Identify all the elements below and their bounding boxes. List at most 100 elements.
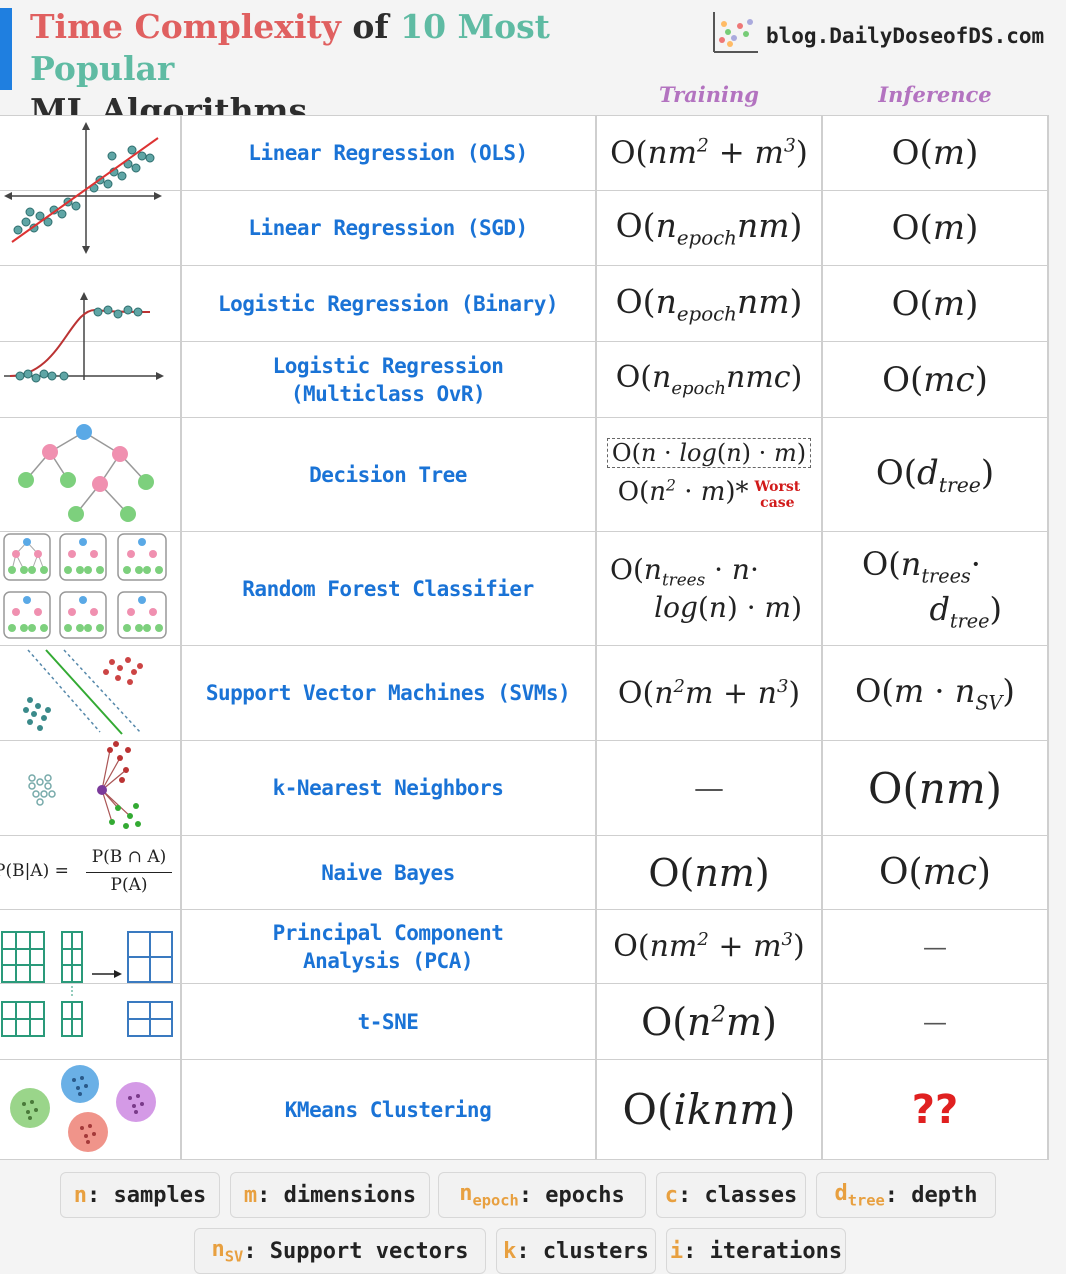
training-complexity: O(nm2 + m3) — [610, 135, 808, 171]
legend-symbol: m — [243, 1182, 258, 1208]
title-part-of: of — [352, 7, 389, 46]
random-forest-illustration — [3, 533, 167, 639]
formula-denominator: P(A) — [110, 875, 148, 895]
sub-epoch: epoch — [676, 226, 737, 250]
inference-complexity: O(m) — [891, 283, 979, 324]
training-complexity: O(iknm) — [622, 1085, 796, 1134]
algorithm-name: Linear Regression (SGD) — [248, 216, 528, 240]
fraction-bar — [86, 872, 172, 873]
legend-text: : epochs — [518, 1182, 625, 1208]
inference-complexity: — — [822, 910, 1048, 983]
dash: — — [694, 770, 724, 806]
algorithm-name: Decision Tree — [309, 462, 467, 487]
algorithm-name: Random Forest Classifier — [242, 576, 534, 601]
accent-bar — [0, 8, 12, 90]
legend-item-n: n: samples — [60, 1172, 220, 1218]
unknown-marker: ?? — [911, 1086, 959, 1133]
legend-symbol: n — [73, 1182, 88, 1208]
algorithm-name: KMeans Clustering — [284, 1097, 492, 1122]
dash: — — [923, 1007, 947, 1036]
algorithm-name: Logistic Regression (Binary) — [217, 291, 559, 316]
legend-symbol: c — [664, 1182, 679, 1208]
algorithm-name: Support Vector Machines (SVMs) — [205, 681, 571, 705]
page-title: Time Complexity of 10 Most Popular ML Al… — [30, 6, 700, 132]
legend-text: : dimensions — [257, 1182, 417, 1208]
sub-tree: tree — [949, 608, 990, 632]
sub-epoch: epoch — [671, 378, 727, 399]
table-row: Decision Tree O(n · log(n) · m) O(n2 · m… — [0, 417, 1048, 531]
legend-text: : classes — [678, 1182, 798, 1208]
table-row: Linear Regression (SGD) O(nepochnm) O(m) — [0, 190, 1048, 265]
column-divider — [1047, 115, 1049, 1160]
blog-url[interactable]: blog.DailyDoseofDS.com — [766, 24, 1045, 48]
table-row: k-Nearest Neighbors — O(nm) — [0, 740, 1048, 835]
legend-item-m: m: dimensions — [230, 1172, 430, 1218]
training-complexity: O(ntrees · n· log(n) · m) — [610, 552, 802, 625]
training-complexity: O(nm) — [648, 850, 770, 895]
dash: — — [923, 932, 947, 961]
legend-symbol: d — [834, 1180, 848, 1206]
table-row: Support Vector Machines (SVMs) O(n2m + n… — [0, 645, 1048, 740]
table-row: KMeans Clustering O(iknm) ?? — [0, 1059, 1048, 1160]
scatter-plot-icon — [713, 12, 758, 53]
legend-text: : Support vectors — [243, 1238, 469, 1264]
legend-symbol: n — [211, 1236, 225, 1262]
algorithm-name: Principal Component Analysis (PCA) — [272, 920, 504, 973]
case-label: case — [760, 495, 795, 512]
legend-item-c: c: classes — [656, 1172, 806, 1218]
legend-text: : clusters — [516, 1238, 649, 1264]
training-complexity: — — [596, 741, 822, 835]
training-complexity: O(n · log(n) · m) O(n2 · m)* Worst case — [596, 418, 822, 531]
table-row: Naive Bayes O(nm) O(mc) — [0, 835, 1048, 909]
worst-case-label: Worst case — [755, 479, 801, 511]
title-part-most-popular: 10 Most Popular — [30, 7, 550, 88]
algorithm-name: k-Nearest Neighbors — [272, 776, 504, 800]
inference-complexity: O(m · nSV) — [855, 671, 1015, 715]
complexity-table: Linear Regression (OLS) O(nm2 + m3) O(m)… — [0, 115, 1048, 1160]
title-part-time-complexity: Time Complexity — [30, 7, 341, 46]
kmeans-illustration — [10, 1065, 156, 1152]
legend-symbol: k — [503, 1238, 517, 1264]
training-complexity: O(nepochnm) — [615, 206, 803, 250]
pca-illustration — [1, 931, 173, 1037]
algorithm-name: Linear Regression (OLS) — [248, 141, 528, 165]
table-row: Random Forest Classifier O(ntrees · n· l… — [0, 531, 1048, 645]
table-row: Linear Regression (OLS) O(nm2 + m3) O(m) — [0, 115, 1048, 190]
column-divider — [595, 115, 597, 1160]
sub-sv: SV — [975, 691, 1003, 715]
column-divider — [180, 115, 182, 1160]
sub-tree: tree — [938, 472, 981, 497]
inference-complexity: O(ntrees· dtree) — [862, 545, 1002, 632]
legend-text: : iterations — [683, 1238, 843, 1264]
sub-trees: trees — [661, 569, 706, 590]
legend-item-k: k: clusters — [496, 1228, 656, 1274]
legend-item-i: i: iterations — [666, 1228, 846, 1274]
knn-illustration — [28, 741, 141, 829]
algorithm-name: Logistic Regression (Multiclass OvR) — [272, 353, 504, 406]
column-header-inference: Inference — [878, 82, 992, 107]
svm-illustration — [23, 649, 143, 735]
legend-symbol: n — [459, 1180, 473, 1206]
table-row: Logistic Regression (Multiclass OvR) O(n… — [0, 341, 1048, 417]
inference-complexity: O(m) — [891, 208, 979, 248]
logistic-regression-illustration — [4, 292, 164, 383]
formula-numerator: P(B ∩ A) — [91, 847, 167, 867]
inference-complexity: — — [822, 984, 1048, 1059]
inference-complexity: O(mc) — [879, 852, 991, 893]
legend-item-n-epoch: nepoch: epochs — [438, 1172, 646, 1218]
inference-complexity: O(dtree) — [875, 452, 995, 497]
worst-label: Worst — [754, 479, 801, 496]
legend-subscript: epoch — [472, 1191, 519, 1210]
decision-tree-illustration — [18, 424, 154, 522]
legend-text: : depth — [884, 1182, 978, 1208]
column-divider — [821, 115, 823, 1160]
inference-complexity: O(mc) — [882, 359, 988, 400]
training-complexity: O(nepochnm) — [615, 281, 803, 326]
inference-complexity: O(nm) — [867, 763, 1003, 813]
column-header-training: Training — [659, 82, 759, 107]
legend-subscript: SV — [224, 1247, 244, 1266]
algorithm-name: t-SNE — [357, 1009, 419, 1034]
legend-text: : samples — [87, 1182, 207, 1208]
inference-complexity: O(m) — [891, 133, 979, 173]
formula-lhs: P(B|A) = — [0, 861, 69, 881]
